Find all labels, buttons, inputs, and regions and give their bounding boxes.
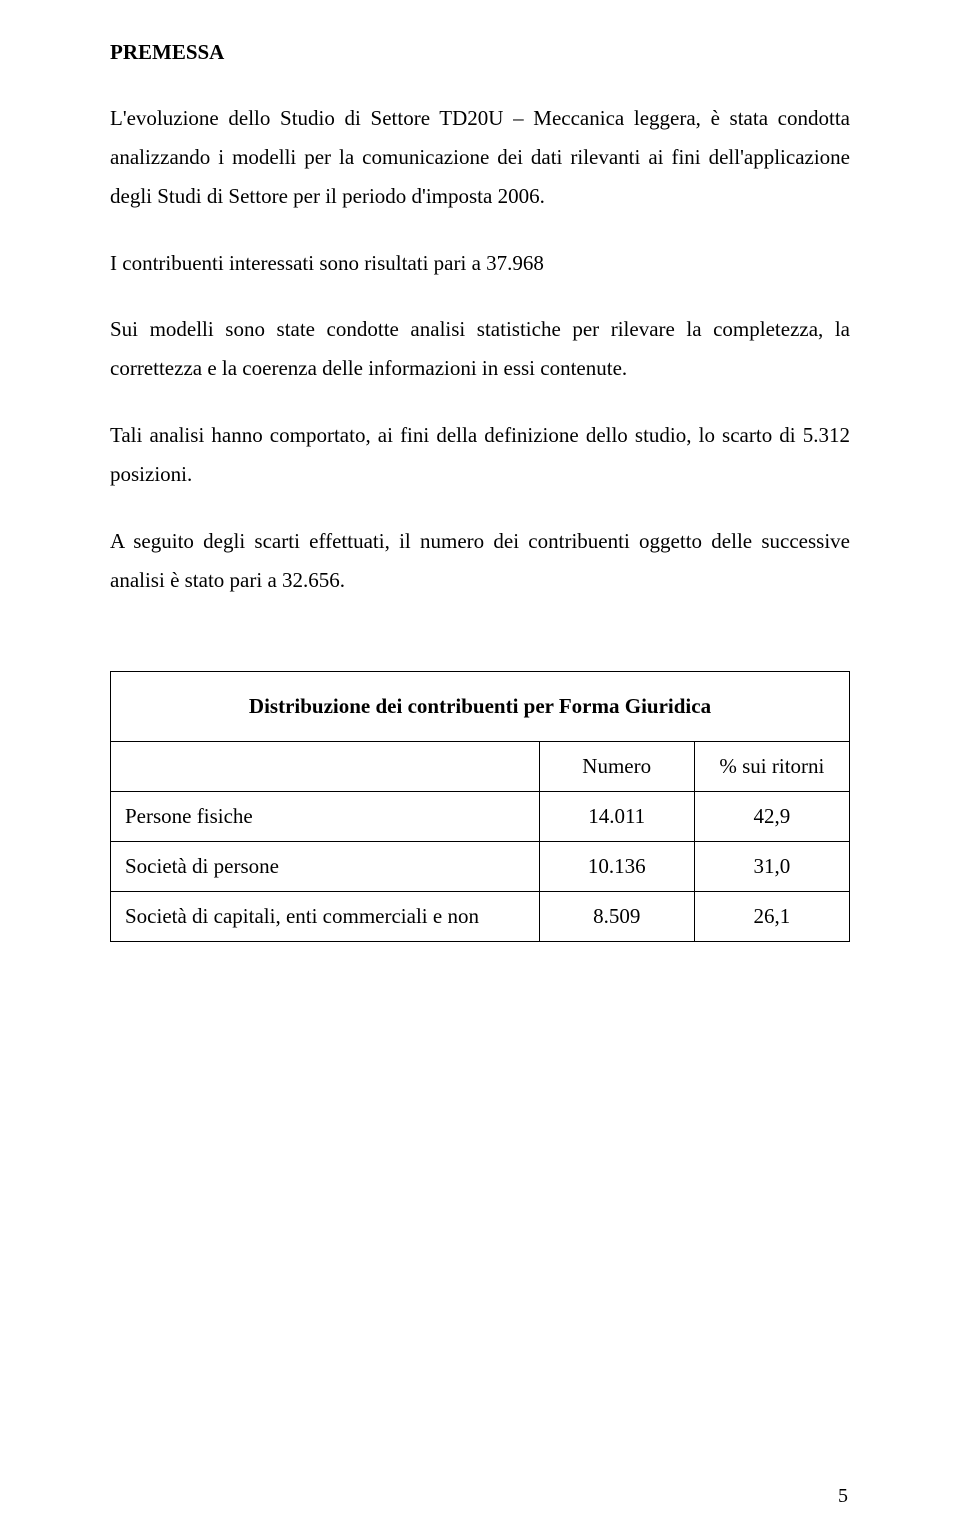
paragraph-1: L'evoluzione dello Studio di Settore TD2… [110,99,850,216]
header-empty [111,742,540,792]
table-title-cell: Distribuzione dei contribuenti per Forma… [111,672,850,742]
table-row: Società di capitali, enti commerciali e … [111,892,850,942]
table-title-row: Distribuzione dei contribuenti per Forma… [111,672,850,742]
paragraph-2: I contribuenti interessati sono risultat… [110,244,850,283]
row-numero: 8.509 [539,892,694,942]
row-label: Società di capitali, enti commerciali e … [111,892,540,942]
distribution-table-container: Distribuzione dei contribuenti per Forma… [110,671,850,942]
paragraph-3: Sui modelli sono state condotte analisi … [110,310,850,388]
row-numero: 14.011 [539,792,694,842]
table-row: Società di persone 10.136 31,0 [111,842,850,892]
section-heading: PREMESSA [110,40,850,65]
header-numero: Numero [539,742,694,792]
table-row: Persone fisiche 14.011 42,9 [111,792,850,842]
distribution-table: Distribuzione dei contribuenti per Forma… [110,671,850,942]
row-percento: 31,0 [694,842,849,892]
paragraph-4: Tali analisi hanno comportato, ai fini d… [110,416,850,494]
row-numero: 10.136 [539,842,694,892]
header-percento: % sui ritorni [694,742,849,792]
table-header-row: Numero % sui ritorni [111,742,850,792]
paragraph-5: A seguito degli scarti effettuati, il nu… [110,522,850,600]
row-percento: 26,1 [694,892,849,942]
page-number: 5 [838,1485,848,1508]
row-percento: 42,9 [694,792,849,842]
row-label: Società di persone [111,842,540,892]
row-label: Persone fisiche [111,792,540,842]
